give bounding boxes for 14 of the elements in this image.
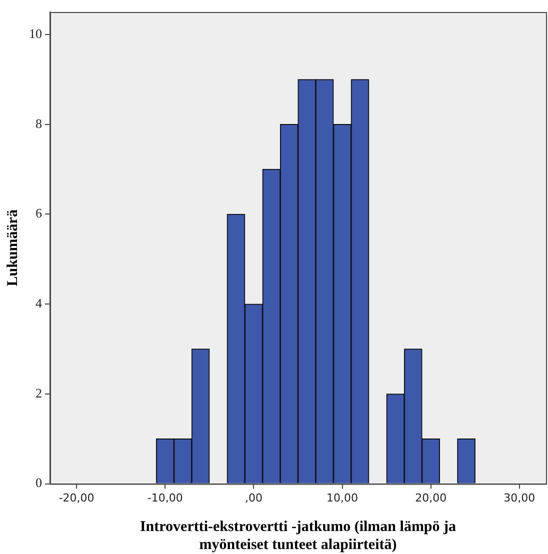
y-tick-label: 0	[36, 475, 42, 490]
x-tick-label: ,00	[244, 491, 262, 504]
x-tick-label: -20,00	[58, 491, 94, 504]
y-tick-label: 2	[36, 385, 42, 400]
y-tick-label: 6	[36, 206, 42, 221]
y-axis-title: Lukumäärä	[4, 209, 21, 286]
y-tick-label: 8	[36, 116, 42, 131]
x-tick-label: -10,00	[147, 491, 183, 504]
x-tick-label: 20,00	[415, 491, 447, 504]
x-tick-label: 30,00	[504, 491, 536, 504]
y-tick-label: 4	[36, 295, 42, 310]
x-axis-title: Introvertti-ekstrovertti -jatkumo (ilman lämpö ja myönteiset tunteet alapiirteitä)	[140, 518, 457, 553]
y-tick-label: 10	[29, 26, 42, 41]
x-tick-label: 10,00	[326, 491, 358, 504]
